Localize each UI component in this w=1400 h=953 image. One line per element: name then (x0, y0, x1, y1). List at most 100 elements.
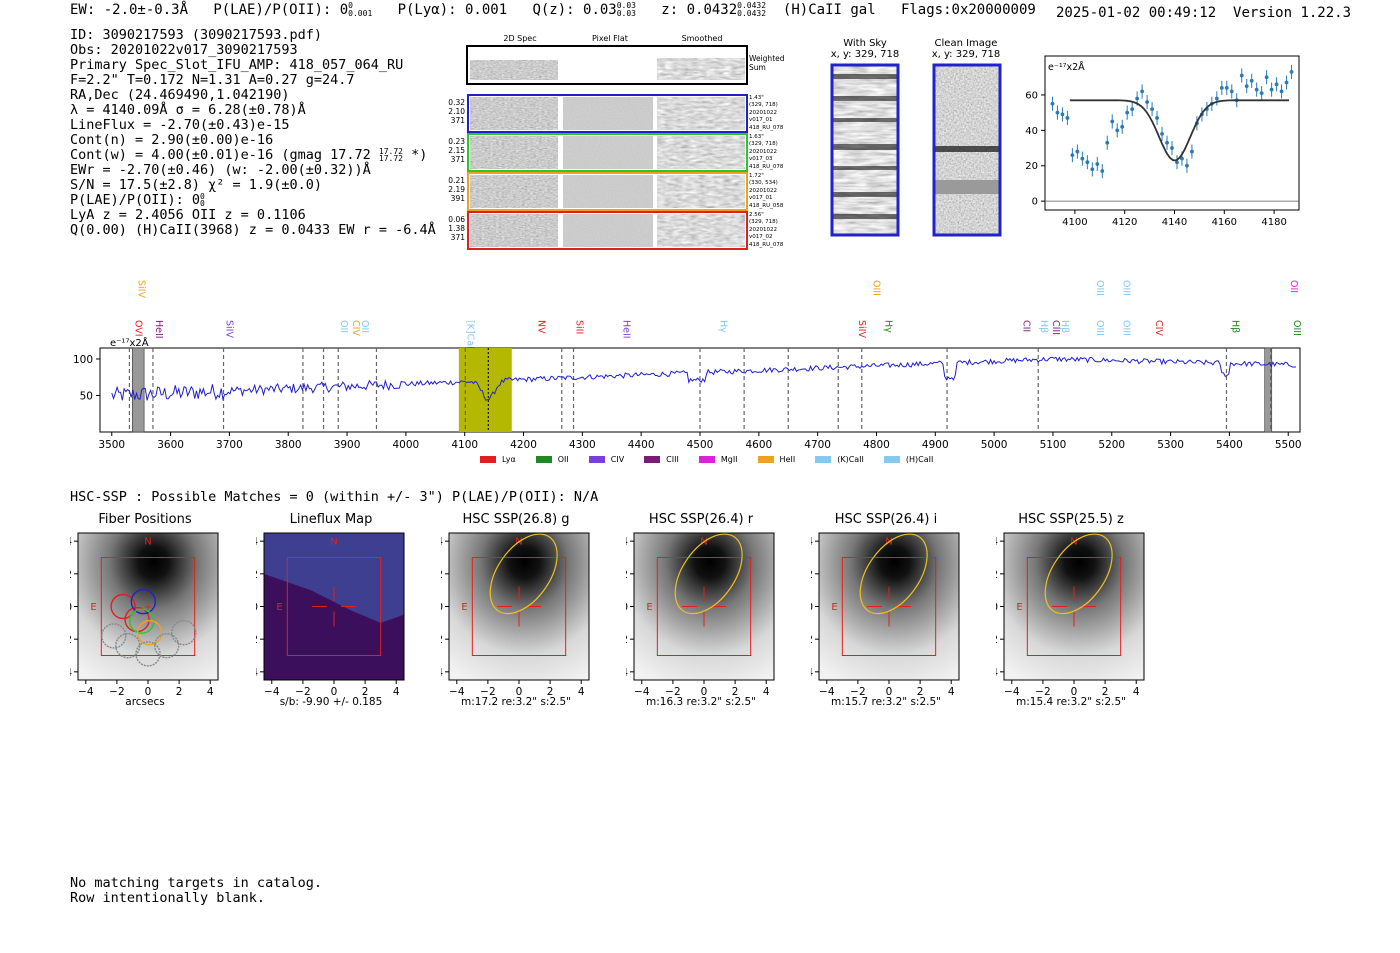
legend-item: OII (535, 455, 569, 464)
line-mark-label: OII (1288, 280, 1299, 293)
spec-xtick-label: 3800 (275, 439, 302, 451)
fit-xtick-label: 4100 (1062, 217, 1087, 228)
hsc-xtick-label: −2 (480, 686, 495, 698)
east-marker: E (276, 602, 282, 613)
cutout-left-val: 0.23 (448, 137, 465, 146)
spec-xtick-label: 5100 (1040, 439, 1067, 451)
header-z-sub: 0.0432 (737, 9, 767, 18)
cutout-right-val: v017_02 (749, 234, 773, 241)
header-line-id: (H)CaII gal (782, 2, 876, 18)
hsc-panel-title: HSC SSP(26.4) i (834, 512, 938, 527)
fit-xtick-label: 4180 (1261, 217, 1286, 228)
line-mark-label: OIII (1094, 280, 1105, 296)
clean-image-coords: x, y: 329, 718 (931, 49, 1001, 60)
contw-sup: 17.72 (378, 147, 403, 156)
spec-xtick-label: 4500 (687, 439, 714, 451)
line-mark-label: HeII (621, 320, 632, 339)
cutout-graphic (466, 45, 748, 250)
north-marker: N (144, 536, 151, 547)
hsc-xtick-label: −2 (295, 686, 310, 698)
header-summary: EW: -2.0±-0.3Å P(LAE)/P(OII): 0 0 0.001 P(… (70, 2, 1036, 19)
hsc-ytick-label: 4 (996, 536, 998, 548)
hsc-xtick-label: 4 (393, 686, 400, 698)
hsc-ytick-label: −2 (626, 634, 628, 646)
hsc-panel-image: NE−4−4−2−2002244 (811, 532, 960, 698)
legend-item: (K)CaII (815, 455, 864, 464)
legend-item: Lyα (480, 455, 516, 464)
hsc-panel-caption: m:15.4 re:3.2" s:2.5" (1016, 696, 1126, 708)
footer: No matching targets in catalog. Row inte… (70, 876, 322, 906)
aperture-box (656, 557, 752, 656)
east-marker: E (831, 602, 837, 613)
cutout-row-right-2: 1.72" (330, 534) 20201022 v017_01 418_RU_058 (749, 173, 799, 210)
fit-data-point (1249, 73, 1254, 88)
hsc-ytick-label: −4 (626, 667, 628, 679)
cutout-row-left-3: 0.06 1.38 371 (445, 215, 465, 242)
fit-data-point (1259, 86, 1264, 101)
header-datetime: 2025-01-02 00:49:12 (1056, 5, 1217, 21)
info-line-b-1: S/N = 17.5(±2.8) χ² = 1.9(±0.0) (70, 177, 322, 193)
cutout-row-3 (467, 211, 748, 250)
hsc-ytick-label: −4 (256, 667, 258, 679)
hsc-xtick-label: 2 (1102, 686, 1109, 698)
fit-data-point (1244, 79, 1249, 94)
cutout-left-val: 0.32 (448, 98, 465, 107)
legend-item: CIII (644, 455, 679, 464)
hsc-ytick-label: 4 (811, 536, 813, 548)
plae-line-text: P(LAE)/P(OII): 0 (70, 192, 201, 208)
cutout-right-val: v017_01 (749, 117, 773, 124)
hsc-ytick-label: 2 (441, 569, 443, 581)
info-block: ID: 3090217593 (3090217593.pdf) Obs: 2020… (70, 28, 436, 238)
line-mark-label: OIII (1121, 280, 1132, 296)
header-plae-sub: 0.001 (348, 9, 373, 18)
legend-swatch (535, 456, 552, 463)
fit-data-point (1060, 107, 1065, 122)
cutout-left-val: 2.10 (448, 107, 465, 116)
info-line-b-0: EWr = -2.70(±0.46) (w: -2.00(±0.32))Å (70, 162, 371, 178)
cutout-left-val: 0.06 (448, 215, 465, 224)
cutout-title-smoothed: Smoothed (681, 34, 723, 43)
hsc-xtick-label: 2 (176, 686, 183, 698)
hsc-panel-image: NE−4−4−2−2002244 (626, 532, 775, 698)
fit-xtick-label: 4140 (1162, 217, 1187, 228)
spec-xtick-label: 4200 (510, 439, 537, 451)
cutout-row-0 (467, 94, 748, 133)
cutout-row-2 (467, 172, 748, 211)
cutout-right-val: 1.72" (749, 173, 764, 179)
hsc-ytick-label: 0 (256, 602, 258, 614)
fit-data-point (1125, 105, 1130, 120)
cutout-right-val: v017_03 (749, 156, 773, 163)
hsc-xtick-label: 4 (207, 686, 214, 698)
info-line-6: LineFlux = -2.70(±0.43)e-15 (70, 117, 290, 133)
cutout-row-left-1: 0.23 2.15 371 (445, 137, 465, 164)
line-mark-label: OII (359, 320, 370, 333)
hsc-header: HSC-SSP : Possible Matches = 0 (within +… (70, 489, 599, 505)
fit-xtick-label: 4120 (1112, 217, 1137, 228)
hsc-xtick-label: 4 (948, 686, 955, 698)
legend-swatch (644, 456, 661, 463)
hsc-xtick-label: 0 (516, 686, 523, 698)
fit-data-point (1085, 155, 1090, 170)
contw-text: Cont(w) = 4.00(±0.01)e-16 (gmag 17.72 (70, 147, 371, 163)
fit-gaussian-curve (1069, 99, 1289, 162)
legend-item: HeII (757, 455, 795, 464)
header-qz: Q(z): 0.03 (532, 2, 617, 18)
hsc-panel-caption: m:15.7 re:3.2" s:2.5" (831, 696, 941, 708)
cutout-left-val: 371 (450, 116, 465, 125)
hsc-panel-3: HSC SSP(26.4) rNE−4−4−2−2002244m:16.3 re… (626, 512, 796, 712)
cutout-left-val: 0.21 (448, 176, 465, 185)
hsc-xtick-label: −2 (1035, 686, 1050, 698)
fit-data-point (1095, 156, 1100, 172)
line-mark-label: Hβ (1059, 320, 1070, 333)
cutout-right-val: 20201022 (749, 187, 777, 194)
aperture-box (1026, 557, 1122, 656)
fit-data-point (1279, 84, 1284, 99)
fit-data-point (1160, 126, 1164, 141)
hsc-xtick-label: 0 (145, 686, 152, 698)
fit-unit-label: e⁻¹⁷x2Å (1048, 61, 1085, 73)
line-mark-label: OII (338, 320, 349, 333)
hsc-ytick-label: −4 (811, 667, 813, 679)
hsc-xtick-label: −2 (109, 686, 124, 698)
info-line-4: RA,Dec (24.469490,1.042190) (70, 87, 290, 103)
